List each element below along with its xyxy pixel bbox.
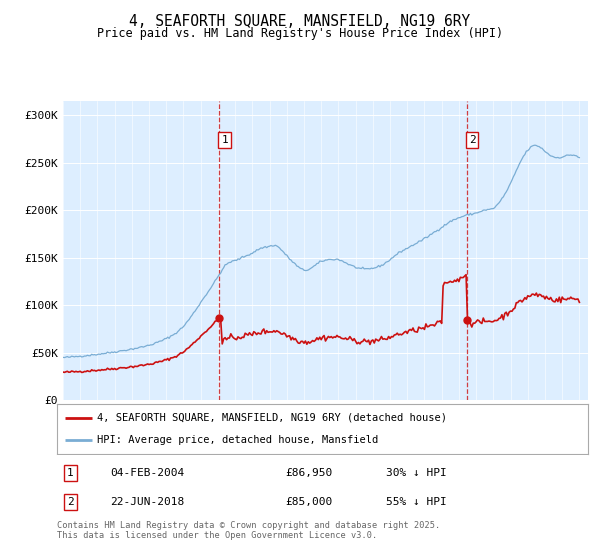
Text: £85,000: £85,000	[286, 497, 332, 507]
Text: 30% ↓ HPI: 30% ↓ HPI	[386, 468, 447, 478]
Text: 2: 2	[469, 135, 476, 144]
Text: 4, SEAFORTH SQUARE, MANSFIELD, NG19 6RY: 4, SEAFORTH SQUARE, MANSFIELD, NG19 6RY	[130, 14, 470, 29]
Text: 2: 2	[67, 497, 74, 507]
Text: 1: 1	[67, 468, 74, 478]
Text: 22-JUN-2018: 22-JUN-2018	[110, 497, 184, 507]
Text: £86,950: £86,950	[286, 468, 332, 478]
Text: 1: 1	[221, 135, 228, 144]
Text: 04-FEB-2004: 04-FEB-2004	[110, 468, 184, 478]
Text: 4, SEAFORTH SQUARE, MANSFIELD, NG19 6RY (detached house): 4, SEAFORTH SQUARE, MANSFIELD, NG19 6RY …	[97, 413, 447, 423]
Text: Price paid vs. HM Land Registry's House Price Index (HPI): Price paid vs. HM Land Registry's House …	[97, 27, 503, 40]
Text: HPI: Average price, detached house, Mansfield: HPI: Average price, detached house, Mans…	[97, 435, 378, 445]
Text: Contains HM Land Registry data © Crown copyright and database right 2025.
This d: Contains HM Land Registry data © Crown c…	[57, 521, 440, 540]
Text: 55% ↓ HPI: 55% ↓ HPI	[386, 497, 447, 507]
